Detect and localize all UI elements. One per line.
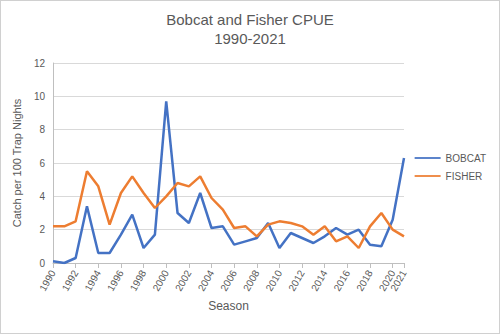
svg-text:6: 6 [39,158,45,169]
svg-text:2012: 2012 [286,268,307,293]
svg-text:2000: 2000 [150,268,171,293]
svg-text:0: 0 [39,258,45,269]
svg-text:1994: 1994 [82,268,103,293]
svg-text:2018: 2018 [354,268,375,293]
svg-text:1990: 1990 [37,268,58,293]
svg-text:2016: 2016 [332,268,353,293]
svg-text:4: 4 [39,191,45,202]
svg-text:1996: 1996 [105,268,126,293]
svg-text:FISHER: FISHER [446,171,483,182]
svg-text:2: 2 [39,224,45,235]
svg-text:2021: 2021 [388,268,409,293]
svg-text:2014: 2014 [309,268,330,293]
svg-text:Season: Season [208,299,249,313]
svg-text:Catch per 100 Trap Nights: Catch per 100 Trap Nights [11,98,23,227]
svg-text:2010: 2010 [264,268,285,293]
svg-text:2006: 2006 [218,268,239,293]
svg-text:1990-2021: 1990-2021 [214,30,286,47]
svg-text:2008: 2008 [241,268,262,293]
svg-text:1992: 1992 [60,268,81,293]
svg-text:2002: 2002 [173,268,194,293]
svg-text:Bobcat and Fisher CPUE: Bobcat and Fisher CPUE [166,11,334,28]
svg-text:BOBCAT: BOBCAT [446,153,486,164]
svg-text:2004: 2004 [196,268,217,293]
svg-text:2020: 2020 [376,268,398,293]
svg-text:8: 8 [39,124,45,135]
svg-text:1998: 1998 [128,268,149,293]
svg-text:12: 12 [34,58,46,69]
svg-text:10: 10 [34,91,46,102]
